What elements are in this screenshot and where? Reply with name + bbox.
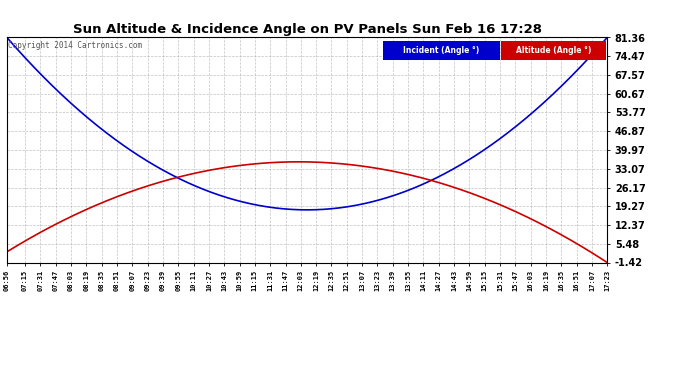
Title: Sun Altitude & Incidence Angle on PV Panels Sun Feb 16 17:28: Sun Altitude & Incidence Angle on PV Pan… [72,23,542,36]
Text: Copyright 2014 Cartronics.com: Copyright 2014 Cartronics.com [8,41,142,50]
Text: Incident (Angle °): Incident (Angle °) [403,46,480,55]
FancyBboxPatch shape [501,41,606,60]
Text: Altitude (Angle °): Altitude (Angle °) [516,46,591,55]
FancyBboxPatch shape [383,41,500,60]
